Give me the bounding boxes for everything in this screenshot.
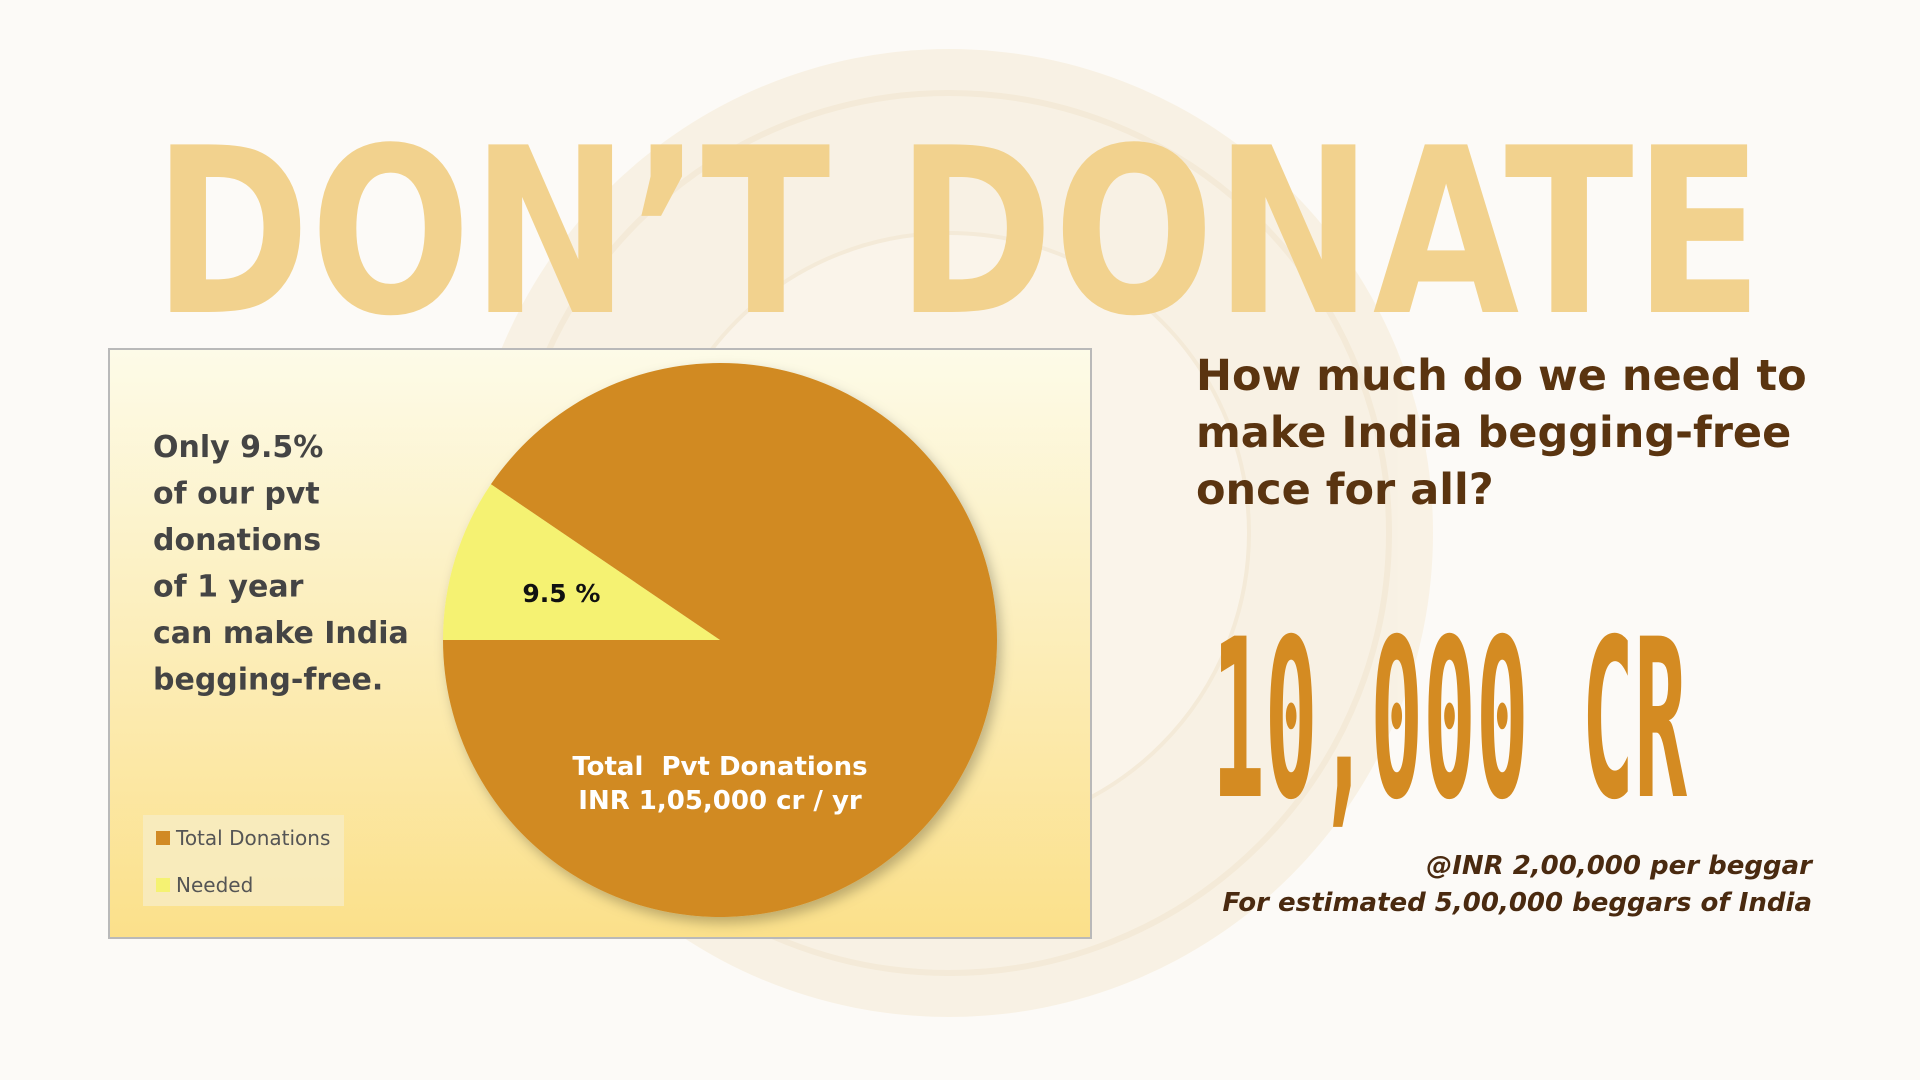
data-label: 9.5 % (522, 579, 600, 608)
slice-annotation: INR 1,05,000 cr / yr (578, 786, 862, 816)
amount: 10,000 CR (1212, 592, 1687, 848)
legend: Total Donations Needed (143, 815, 344, 906)
legend-box (143, 815, 344, 906)
legend-swatch (156, 831, 170, 845)
footnotes: @INR 2,00,000 per beggar For estimated 5,… (1223, 851, 1815, 918)
chart-note: begging-free. (153, 663, 383, 698)
chart-panel: Only 9.5% of our pvt donations of 1 year can… (108, 348, 1092, 939)
question: How much do we need to make India begging… (1196, 351, 1807, 515)
slice-annotation: Total Pvt Donations (572, 752, 867, 782)
question-line: How much do we need to (1196, 351, 1807, 401)
legend-swatch (156, 878, 170, 892)
footnote: @INR 2,00,000 per beggar (1426, 851, 1814, 881)
footnote: For estimated 5,00,000 beggars of India (1223, 888, 1812, 918)
legend-label: Needed (176, 873, 253, 897)
pie-slice (443, 484, 720, 640)
chart-note: Only 9.5% (153, 430, 323, 465)
question-line: once for all? (1196, 465, 1494, 515)
pie (443, 363, 997, 918)
legend-label: Total Donations (175, 826, 330, 850)
chart-note: of our pvt (153, 477, 320, 512)
chart-note: of 1 year (153, 570, 304, 605)
headline: DON’T DONATE (153, 100, 1763, 367)
chart-note: donations (153, 523, 321, 558)
question-line: make India begging-free (1196, 408, 1791, 458)
chart-note: can make India (153, 616, 409, 651)
